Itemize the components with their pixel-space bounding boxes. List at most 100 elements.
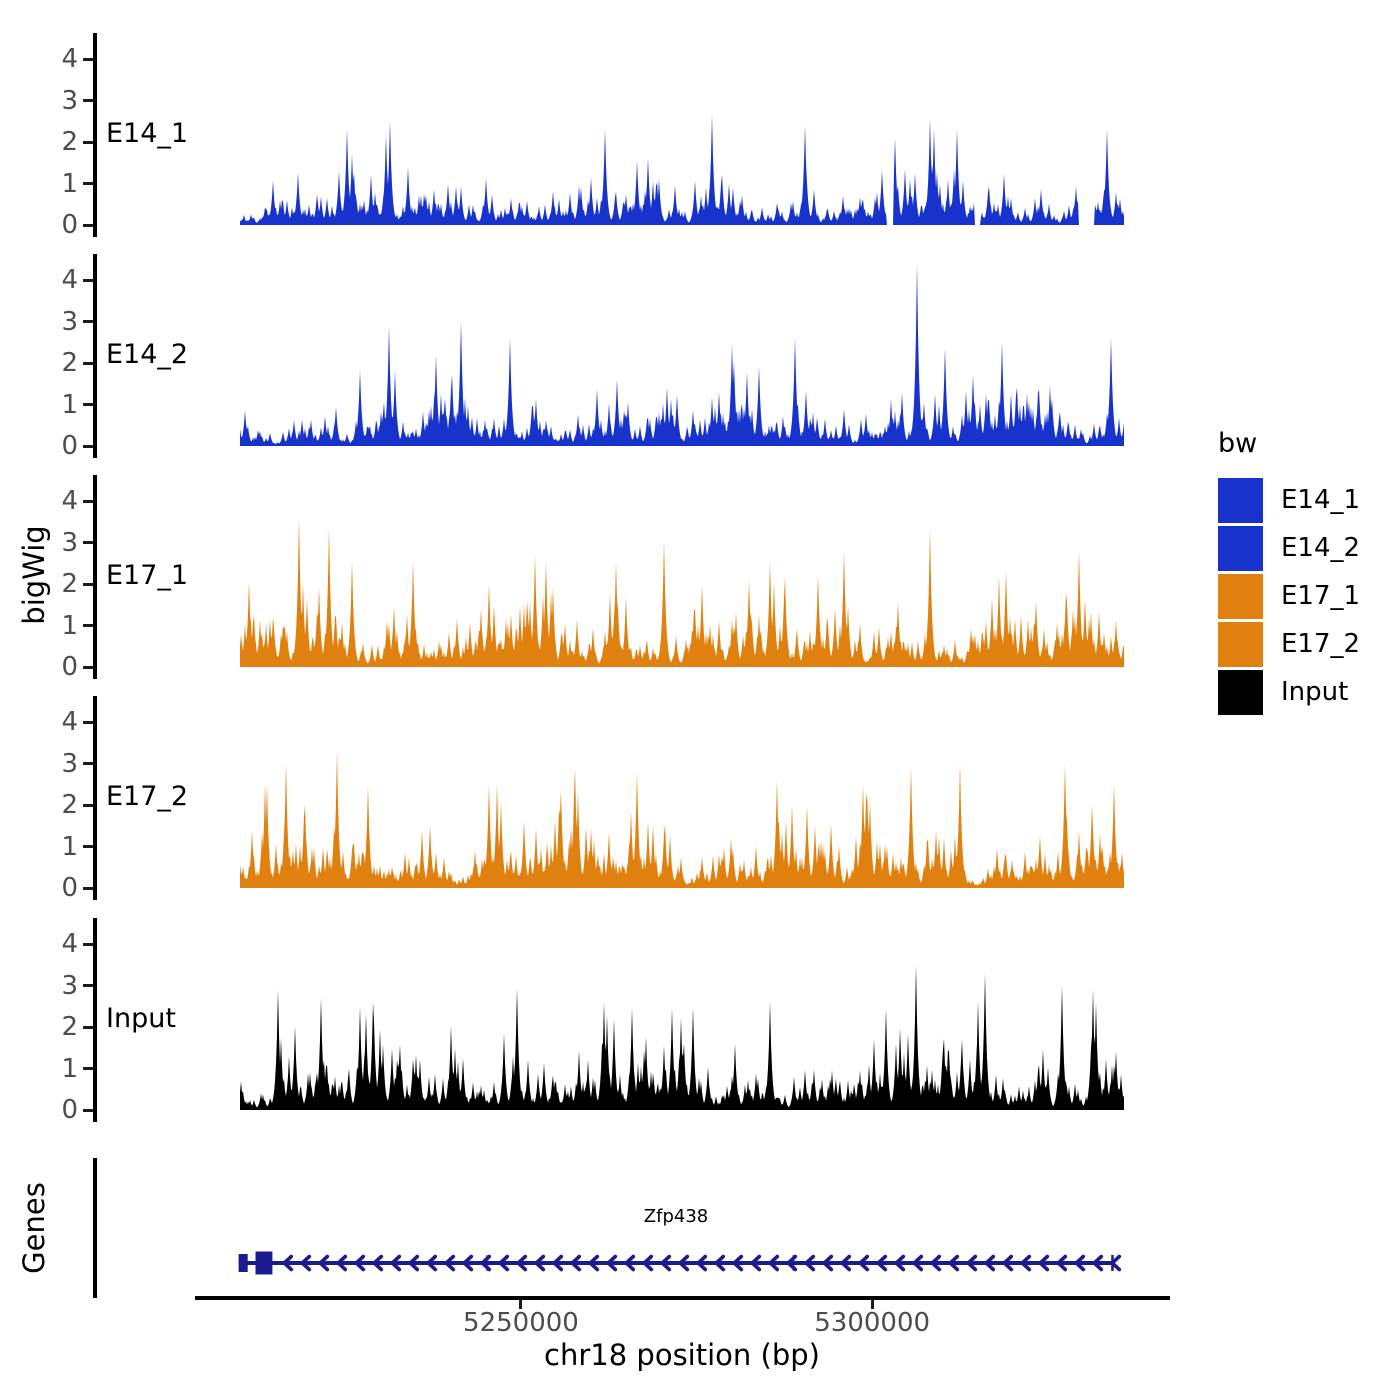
gene-strand-arrow: [1037, 1254, 1050, 1272]
y-axis-tick-label: 1: [61, 168, 78, 199]
y-axis-tick-label: 0: [61, 652, 78, 682]
gene-strand-arrow: [911, 1254, 924, 1272]
y-axis-tick-label: 3: [61, 970, 78, 1001]
y-axis-tick: [83, 57, 93, 61]
gene-strand-arrow: [1091, 1254, 1104, 1272]
y-axis-tick: [83, 223, 93, 227]
gene-strand-arrow: [677, 1254, 690, 1272]
y-axis-tick: [83, 886, 93, 890]
legend-label-e14-2: E14_2: [1281, 533, 1361, 563]
y-axis-tick-label: 3: [61, 85, 78, 116]
track-label-e17-2: E17_2: [106, 781, 189, 812]
y-axis-tick: [83, 624, 93, 627]
gene-strand-arrow: [587, 1254, 600, 1272]
gene-strand-arrow: [299, 1254, 312, 1272]
gene-strand-arrow: [605, 1254, 618, 1272]
y-axis-tick: [83, 320, 93, 323]
gene-model: [238, 1251, 1122, 1275]
gene-strand-arrow: [947, 1254, 960, 1272]
x-axis-title: chr18 position (bp): [544, 1338, 820, 1372]
x-axis-tick-label: 5300000: [814, 1308, 931, 1338]
gene-strand-arrow: [839, 1254, 852, 1272]
y-axis-line: [93, 254, 97, 458]
y-axis-tick: [83, 499, 93, 503]
gene-strand-arrow: [407, 1254, 420, 1272]
gene-strand-arrow: [317, 1254, 330, 1272]
signal-area-input: [240, 964, 1124, 1110]
gene-strand-arrow: [749, 1254, 762, 1272]
y-axis-tick: [83, 984, 93, 987]
gene-strand-arrow: [479, 1254, 492, 1272]
y-axis-line: [93, 696, 97, 900]
y-axis-tick-label: 1: [61, 610, 78, 641]
gene-strand-arrow: [695, 1254, 708, 1272]
y-axis-tick-label: 2: [61, 348, 78, 378]
y-axis-tick-label: 4: [61, 929, 78, 959]
gene-strand-arrow: [371, 1254, 384, 1272]
y-axis-tick-label: 1: [61, 831, 78, 862]
gene-strand-arrow: [497, 1254, 510, 1272]
y-axis-tick: [83, 182, 93, 185]
y-axis-line: [93, 475, 97, 679]
y-axis-tick: [83, 942, 93, 946]
y-axis-tick-label: 2: [61, 1012, 78, 1042]
gene-strand-arrow: [767, 1254, 780, 1272]
gene-strand-arrow: [443, 1254, 456, 1272]
y-axis-tick-label: 3: [61, 527, 78, 558]
x-axis-tick: [870, 1300, 874, 1309]
y-axis-tick-label: 2: [61, 569, 78, 599]
y-axis-tick: [83, 403, 93, 406]
gene-strand-arrow: [659, 1254, 672, 1272]
x-axis-tick-label: 5250000: [463, 1308, 579, 1338]
y-axis-tick: [83, 1108, 93, 1112]
legend-swatch-e14-1: [1218, 478, 1263, 523]
gene-strand-arrow: [281, 1254, 294, 1272]
track-label-input: Input: [106, 1003, 176, 1034]
gene-strand-arrow: [515, 1254, 528, 1272]
gene-end-cap: [1111, 1255, 1114, 1271]
y-axis-tick: [83, 444, 93, 448]
y-axis-tick: [83, 1025, 93, 1029]
legend-label-input: Input: [1281, 677, 1349, 707]
y-axis-tick-label: 2: [61, 790, 78, 820]
gene-strand-arrow: [425, 1254, 438, 1272]
gene-strand-arrow: [785, 1254, 798, 1272]
y-axis-tick-label: 4: [61, 44, 78, 74]
legend-swatch-e17-1: [1218, 574, 1263, 619]
gene-strand-arrow: [929, 1254, 942, 1272]
legend-label-e17-1: E17_1: [1281, 581, 1361, 611]
gene-strand-arrow: [803, 1254, 816, 1272]
y-axis-tick-label: 2: [61, 127, 78, 157]
y-axis-line: [93, 918, 97, 1122]
gene-strand-arrow: [1019, 1254, 1032, 1272]
gene-exon-block: [255, 1251, 273, 1275]
y-axis-tick-label: 0: [61, 1095, 78, 1125]
y-axis-line: [93, 33, 97, 237]
gene-strand-arrow: [353, 1254, 366, 1272]
y-axis-tick-label: 1: [61, 1053, 78, 1084]
gene-strand-arrow: [731, 1254, 744, 1272]
gene-strand-arrow: [713, 1254, 726, 1272]
y-axis-tick: [83, 361, 93, 365]
gene-strand-arrow: [1055, 1254, 1068, 1272]
gene-exon-block: [238, 1254, 248, 1272]
signal-area-e17-2: [240, 751, 1124, 888]
genes-axis-line: [93, 1158, 97, 1298]
y-axis-tick: [83, 845, 93, 848]
signal-area-e14-1: [240, 115, 1124, 225]
gene-strand-arrow: [1001, 1254, 1014, 1272]
track-label-e14-2: E14_2: [106, 339, 189, 370]
gene-strand-arrow: [623, 1254, 636, 1272]
y-axis-tick-label: 4: [61, 486, 78, 516]
legend-label-e14-1: E14_1: [1281, 485, 1361, 515]
gene-strand-arrow: [1073, 1254, 1086, 1272]
y-axis-tick-label: 3: [61, 748, 78, 779]
y-axis-tick: [83, 582, 93, 586]
signal-area-e17-1: [240, 517, 1124, 667]
y-axis-tick-label: 1: [61, 389, 78, 420]
y-axis-tick: [83, 140, 93, 144]
legend-title: bw: [1218, 428, 1258, 459]
y-axis-tick: [83, 762, 93, 765]
track-label-e17-1: E17_1: [106, 560, 189, 591]
gene-name-label: Zfp438: [643, 1206, 709, 1227]
